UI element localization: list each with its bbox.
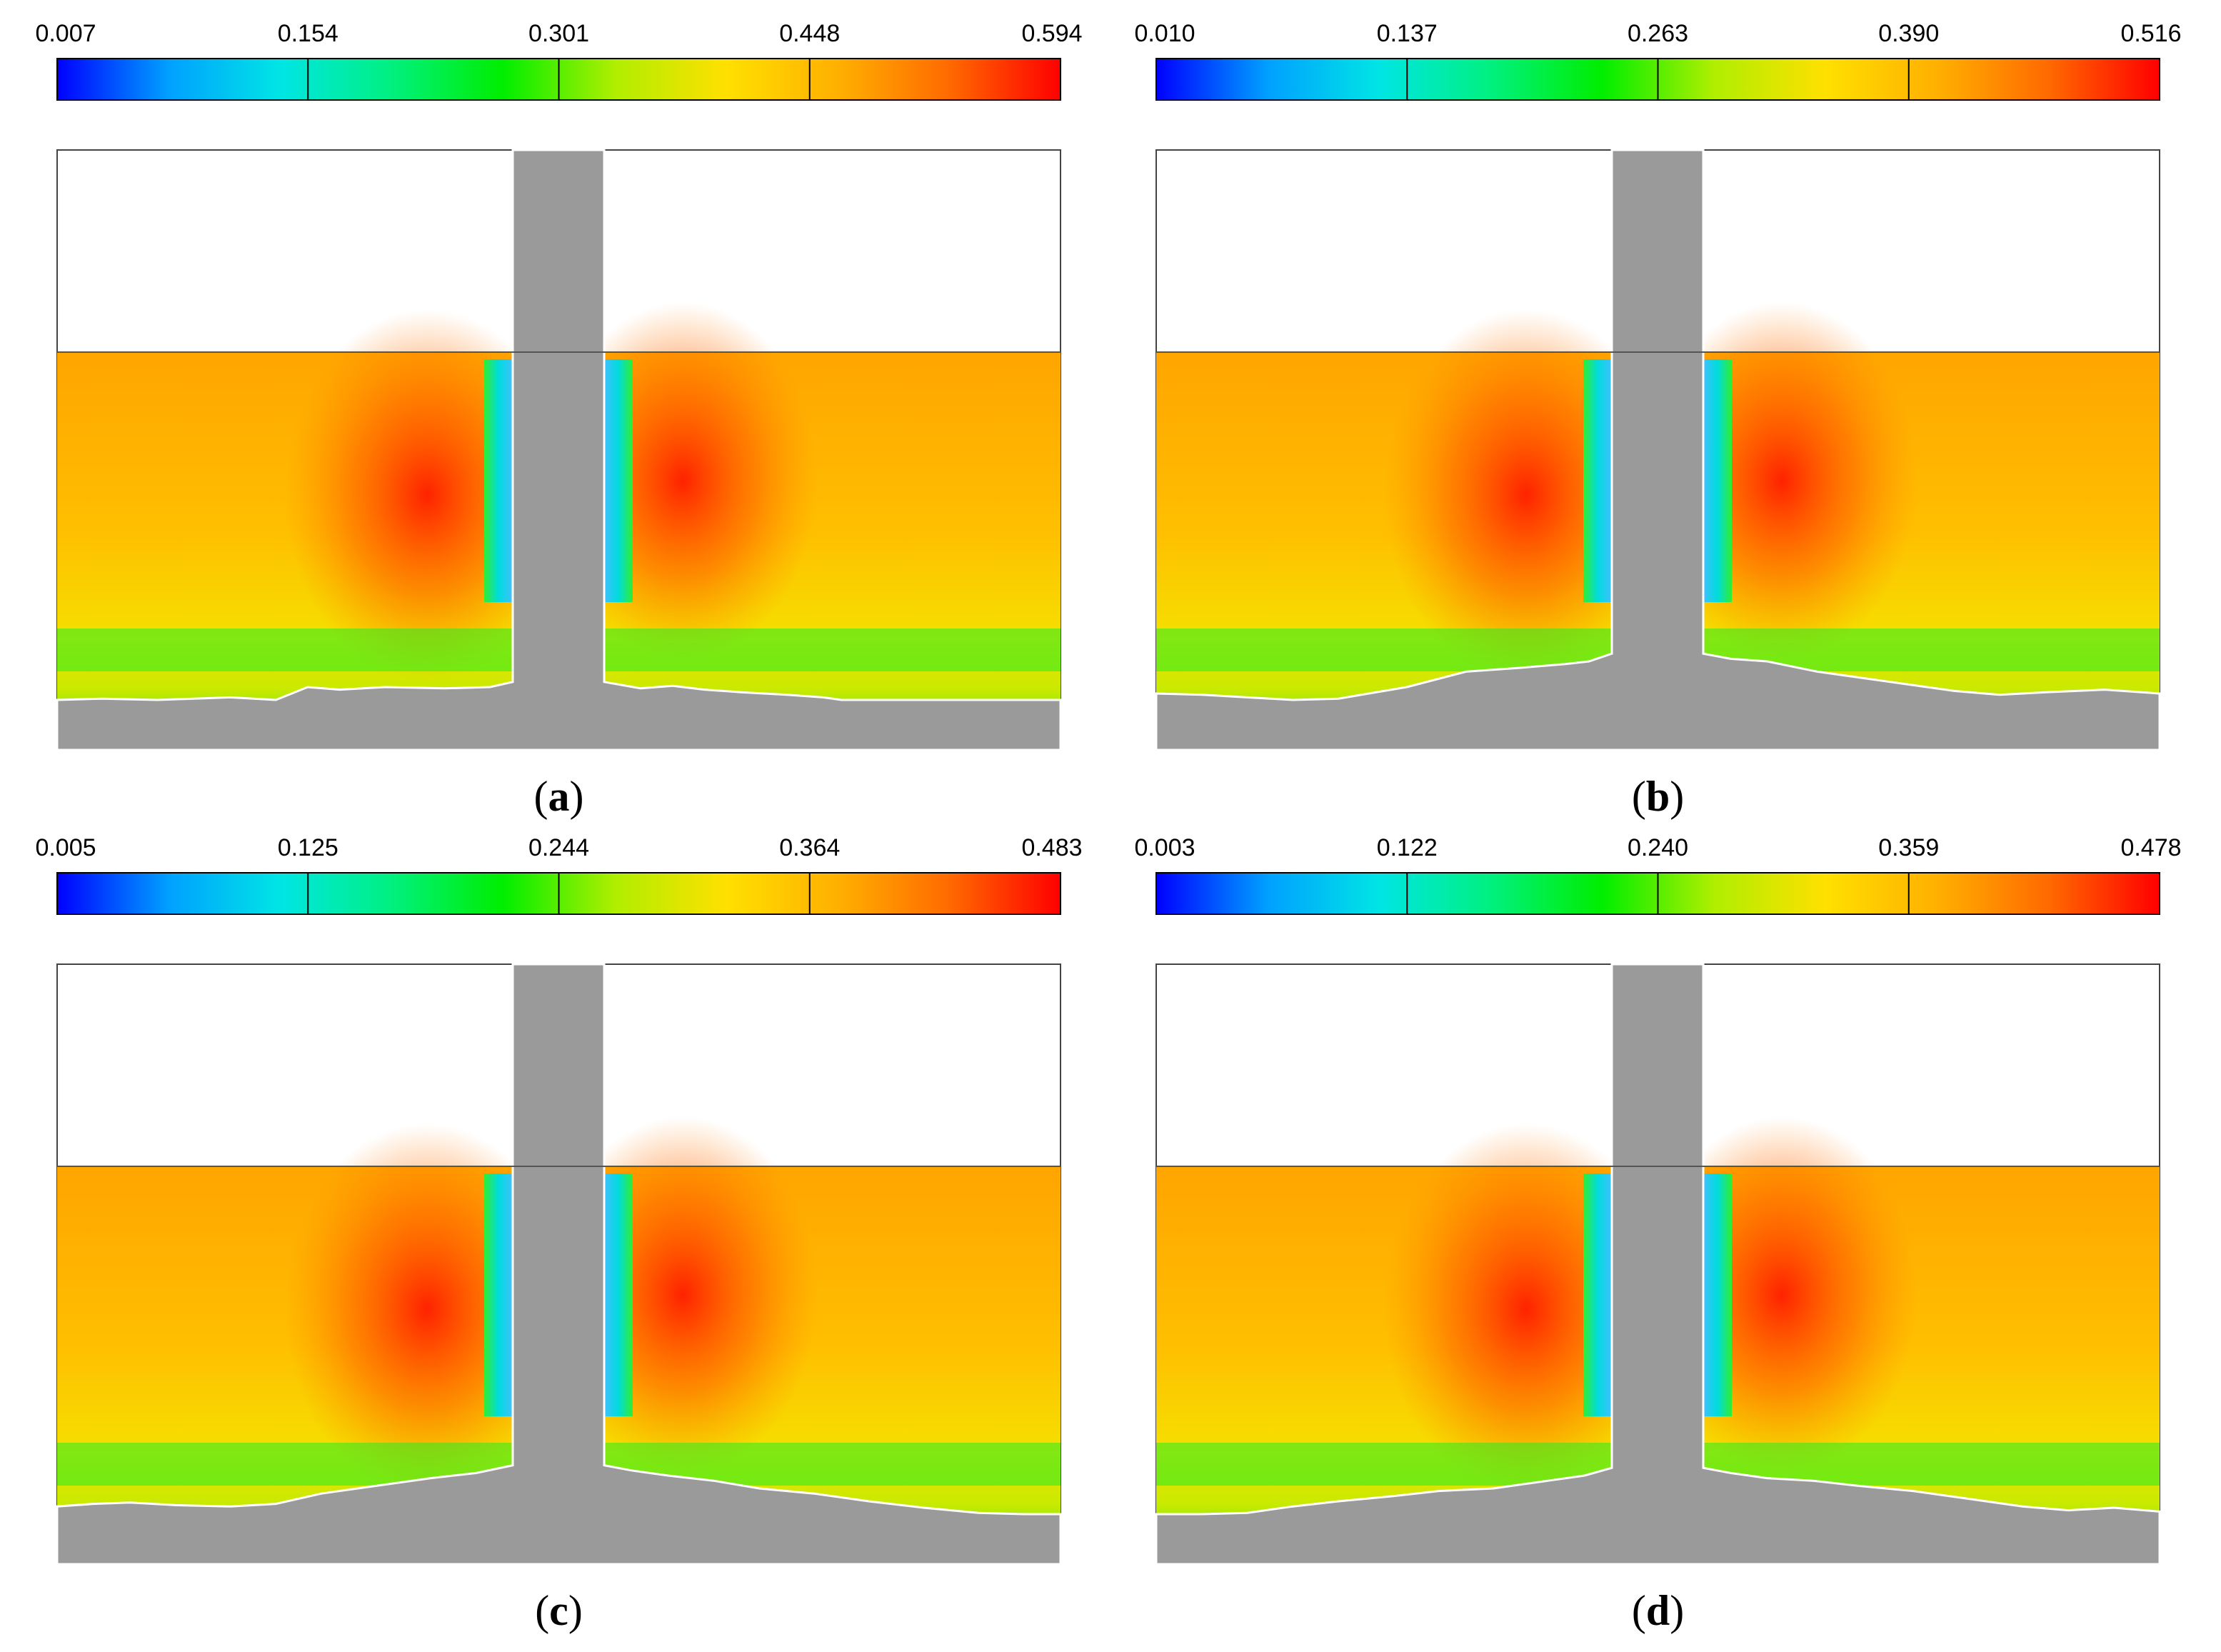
bed-and-pier [56,149,1062,751]
panel-d: 0.003 0.122 0.240 0.359 0.478 (d) [1134,834,2181,1634]
colorbar-tick-label: 0.154 [278,20,339,47]
colorbar-tick-label: 0.594 [1021,20,1082,47]
figure-panels: 0.007 0.154 0.301 0.448 0.594(a)0.010 0.137 0.… [35,20,2181,1634]
colorbar-tick-label: 0.010 [1134,20,1195,47]
low-velocity-strip-left [1583,1173,1612,1416]
colorbar-tick-label: 0.483 [1021,834,1082,861]
bed-and-pier [1155,963,2161,1566]
colorbar-tick-label: 0.263 [1628,20,1688,47]
colorbar-tick-label: 0.007 [35,20,96,47]
panel-label: (c) [535,1587,583,1634]
colorbar-tick-label: 0.364 [779,834,840,861]
colorbar-tick-label: 0.122 [1377,834,1438,861]
colorbar-tick-label: 0.003 [1134,834,1195,861]
colorbar-tick-label: 0.125 [278,834,339,861]
low-velocity-strip-left [1583,359,1612,602]
low-velocity-strip-right [604,1173,633,1416]
colorbar-tick-label: 0.137 [1377,20,1438,47]
panel-b: 0.010 0.137 0.263 0.390 0.516 (b) [1134,20,2181,820]
low-velocity-strip-right [1703,359,1732,602]
low-velocity-strip-right [604,359,633,602]
colorbar-tick-label: 0.516 [2120,20,2181,47]
bed-and-pier [1155,149,2161,751]
low-velocity-strip-left [484,1173,513,1416]
panel-label: (a) [534,773,584,820]
colorbar-tick-label: 0.359 [1878,834,1939,861]
bed-and-pier [56,963,1062,1566]
panel-a: 0.007 0.154 0.301 0.448 0.594 (a) [35,20,1082,820]
colorbar-tick-label: 0.301 [528,20,589,47]
colorbar-tick-label: 0.244 [528,834,589,861]
colorbar-tick-label: 0.478 [2120,834,2181,861]
panel-label: (d) [1632,1587,1684,1634]
colorbar-tick-label: 0.390 [1878,20,1939,47]
low-velocity-strip-left [484,359,513,602]
colorbar-tick-label: 0.240 [1628,834,1688,861]
low-velocity-strip-right [1703,1173,1732,1416]
colorbar-tick-label: 0.448 [779,20,840,47]
colorbar-tick-label: 0.005 [35,834,96,861]
panel-label: (b) [1632,773,1684,820]
panel-c: 0.005 0.125 0.244 0.364 0.483 (c) [35,834,1082,1634]
